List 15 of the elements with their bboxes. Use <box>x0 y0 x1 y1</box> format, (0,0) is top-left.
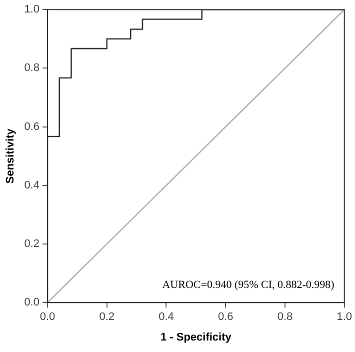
x-axis-title: 1 - Specificity <box>160 331 232 344</box>
y-tick-label: 1.0 <box>24 4 40 16</box>
y-tick-label: 0.6 <box>24 120 40 133</box>
x-tick-label: 0.8 <box>277 311 293 324</box>
y-tick-label: 0.2 <box>24 238 40 250</box>
y-tick-label: 0.0 <box>24 296 40 309</box>
x-tick-label: 0.2 <box>99 311 115 324</box>
x-tick-label: 0.0 <box>40 311 56 324</box>
annotation: AUROC=0.940 (95% CI, 0.882-0.998) <box>162 278 335 291</box>
y-tick-label: 0.4 <box>24 179 40 192</box>
y-tick-label: 0.8 <box>24 62 40 74</box>
y-axis-title: Sensitivity <box>4 128 17 184</box>
x-tick-label: 1.0 <box>336 311 352 324</box>
x-tick-label: 0.6 <box>218 311 234 324</box>
x-tick-label: 0.4 <box>158 311 174 324</box>
